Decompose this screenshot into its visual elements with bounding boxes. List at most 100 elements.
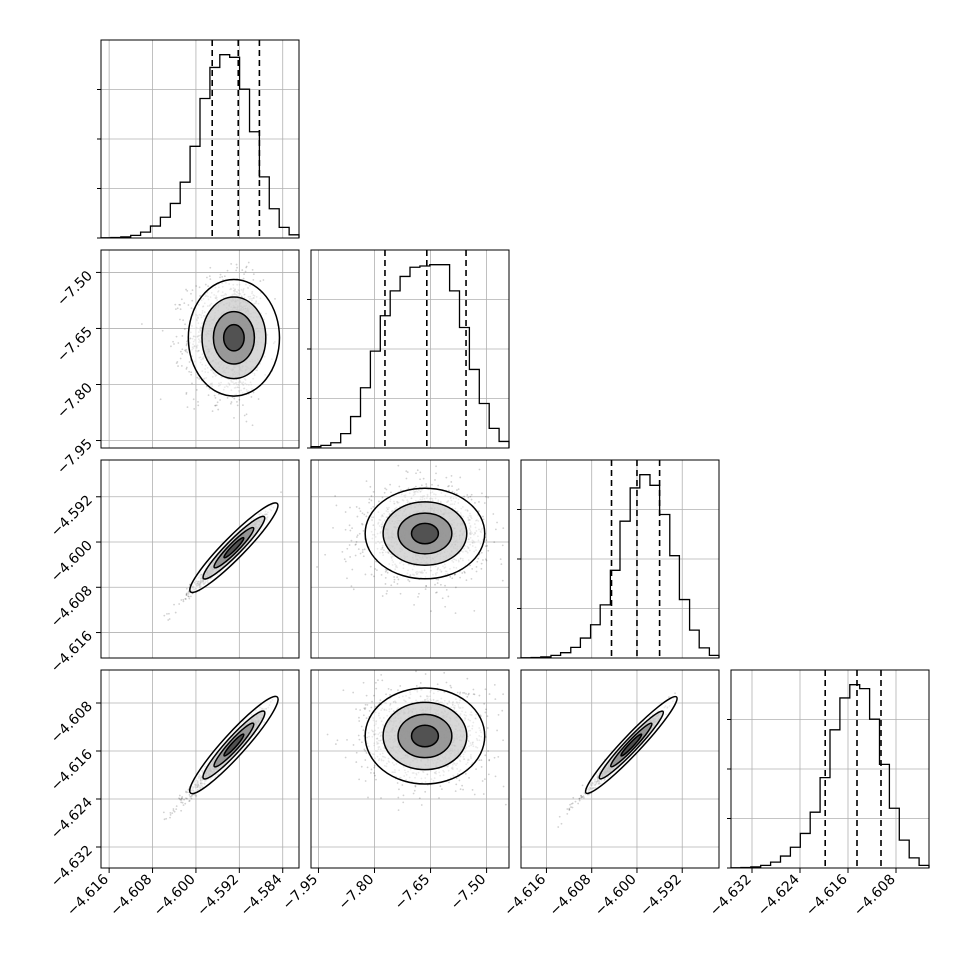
sample-point [385,592,388,595]
panel-frame [100,459,300,659]
sample-point [179,308,182,311]
sample-point [486,544,488,547]
sample-point [478,468,481,471]
sample-point [408,580,411,583]
sample-point [481,492,483,495]
sample-point [501,579,504,582]
sample-point [198,377,201,380]
sample-point [499,558,502,561]
sample-point [191,299,194,302]
sample-point [451,490,454,493]
sample-point [397,578,400,581]
sample-point [184,349,186,352]
sample-point [184,597,187,600]
sample-point [359,552,362,555]
sample-point [372,506,375,508]
sample-point [165,817,168,820]
sample-point [445,476,448,479]
sample-point [257,398,260,400]
sample-point [178,303,181,306]
sample-point [437,484,440,487]
sample-point [361,522,363,525]
sample-point [487,496,490,499]
sample-point [454,586,457,589]
sample-point [185,791,188,794]
sample-point [425,485,428,488]
sample-point [463,571,466,574]
sample-point [350,585,353,587]
sample-point [187,595,190,598]
sample-point [229,402,232,405]
sample-point [434,479,436,481]
sample-point [471,567,474,570]
sample-point [465,579,468,582]
sample-point [235,263,238,266]
sample-point [216,401,219,404]
sample-point [400,489,402,492]
sample-point [363,548,366,551]
sample-point [451,485,453,488]
sample-point [447,595,450,598]
sample-point [226,269,229,272]
sample-point [191,289,194,292]
sample-point [172,340,174,343]
sample-point [448,489,450,492]
sample-point [182,319,185,321]
sample-point [447,485,449,488]
sample-point [384,583,387,585]
sample-point [477,510,480,512]
sample-point [174,611,177,614]
sample-point [431,483,433,486]
sample-point [385,569,388,572]
sample-point [485,495,487,498]
sample-point [316,566,318,568]
sample-point [437,578,440,581]
sample-point [197,404,200,407]
sample-point [372,575,375,578]
sample-point [483,502,486,504]
sample-point [175,362,178,365]
sample-point [185,391,188,394]
sample-point [469,564,471,567]
sample-point [186,289,189,292]
sample-point [475,570,478,573]
density-group [141,261,281,427]
hist-step-line [100,54,300,239]
sample-point [349,556,352,558]
sample-point [185,592,188,595]
sample-point [169,813,172,816]
sample-point [181,335,184,337]
sample-point [372,490,375,493]
sample-point [434,583,436,586]
sample-point [195,285,198,287]
sample-point [195,795,197,797]
sample-point [238,398,241,401]
sample-point [459,576,461,579]
sample-point [214,404,217,407]
sample-point [356,515,359,518]
sample-point [186,351,189,354]
sample-point [241,269,244,271]
sample-point [233,416,235,419]
panel-frame [100,249,300,449]
sample-point [344,511,347,513]
sample-point [444,605,447,608]
sample-point [435,465,437,468]
sample-point [233,397,236,400]
sample-point [185,393,188,395]
panel-frame [310,249,510,449]
sample-point [230,263,233,265]
sample-point [185,350,187,353]
sample-point [482,518,485,521]
sample-point [370,495,373,497]
sample-point [405,470,408,473]
sample-point [280,491,282,494]
sample-point [245,265,248,268]
sample-point [252,273,255,276]
sample-point [355,541,358,543]
sample-point [181,348,184,351]
sample-point [368,501,371,504]
sample-point [344,528,347,531]
sample-point [190,307,193,310]
sample-point [463,570,466,573]
